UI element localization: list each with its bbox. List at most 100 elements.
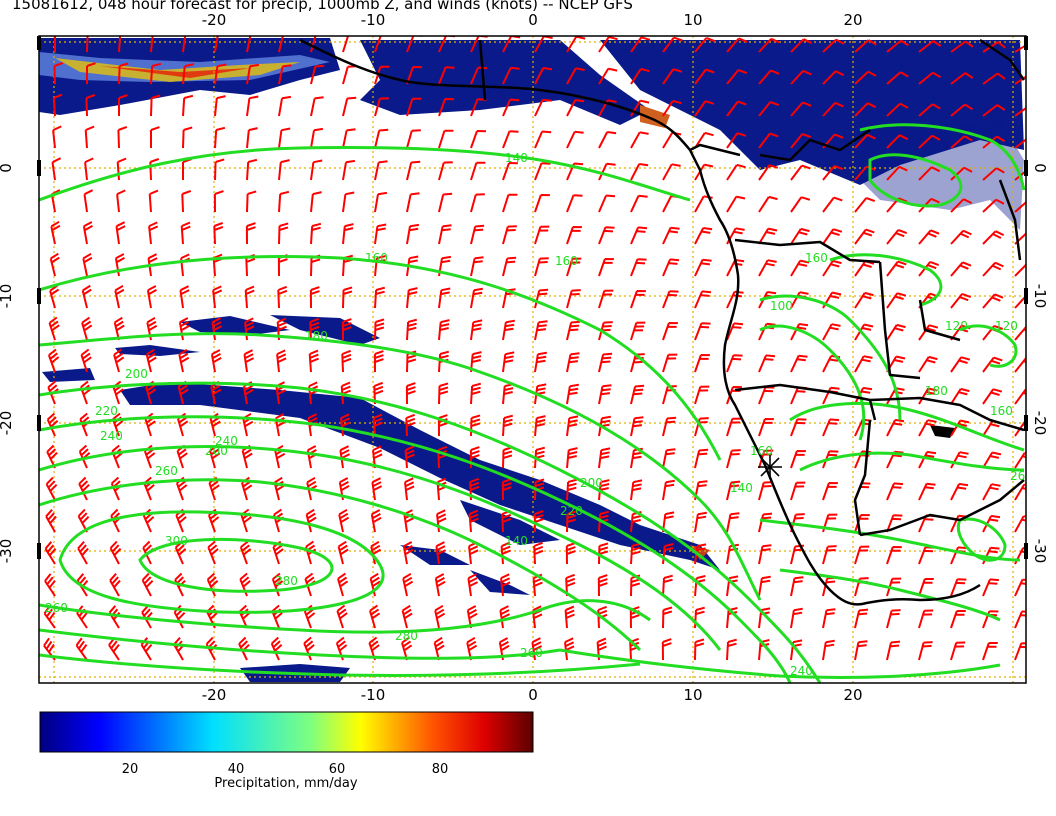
wind-barb [982,388,1003,405]
wind-barb [886,229,908,245]
wind-barb [498,637,510,661]
wind-barb [502,225,517,245]
wind-barb [374,223,387,245]
wind-barb [82,221,93,245]
wind-barb [211,317,223,341]
wind-barb [758,69,780,85]
wind-barb [205,636,218,661]
wind-barb [726,163,746,181]
wind-barb [534,478,545,501]
wind-barb [502,319,515,341]
wind-barb [694,37,716,53]
wind-barb [822,545,837,565]
wind-barb [950,261,972,277]
wind-barb [176,444,188,469]
wind-barb [726,322,744,341]
wind-barb [598,36,618,53]
wind-barb [662,606,673,629]
wind-barb [982,483,1001,501]
wind-barb [85,93,96,117]
wind-barb [207,540,219,565]
wind-barb [276,349,287,373]
wind-barb [629,637,640,661]
wind-barb [246,190,257,213]
contour-label: 200 [205,444,228,458]
wind-barb [694,100,715,117]
wind-barb [173,637,185,661]
wind-barb [661,638,672,661]
wind-barb [758,512,773,533]
wind-barb [886,39,910,53]
wind-barb [306,445,318,469]
wind-barb [918,419,937,437]
wind-barb [950,482,969,501]
wind-barb [630,321,646,341]
wind-barb [369,572,381,597]
wind-barb [822,70,845,85]
wind-barb [630,542,641,565]
wind-barb [438,66,455,85]
wind-barb [566,99,585,117]
wind-barb [246,95,259,117]
wind-barb [81,316,93,341]
wind-barb [982,230,1005,245]
wind-barb [534,415,546,437]
wind-barb [694,511,707,533]
wind-barb [534,257,549,277]
wind-barb [854,102,877,117]
wind-barb [310,222,322,245]
wind-barb [854,70,877,85]
wind-barb [886,292,907,309]
wind-barb [370,509,382,533]
contour-label: 260 [45,601,68,615]
lon-tick-bottom: -20 [201,686,227,704]
coastlines [299,38,1026,606]
wind-barb [433,636,445,661]
wind-barb [564,637,575,661]
wind-barb [790,133,812,149]
wind-barb [1014,169,1026,181]
wind-barb [469,446,480,469]
wind-barb [790,227,810,245]
wind-barb [501,509,512,533]
wind-barb [438,98,455,117]
wind-barb [150,94,161,117]
wind-barb [81,284,92,309]
wind-barb [598,542,609,565]
lon-tick-bottom: -10 [360,686,386,704]
wind-barb [982,135,1006,149]
wind-barb [726,227,745,245]
wind-barb [304,572,316,597]
wind-barb [466,636,478,661]
wind-barb [758,101,780,117]
wind-barb [470,414,481,437]
wind-barb [950,578,967,597]
contour-label: 160 [365,251,388,265]
wind-barb [438,129,454,149]
contour-label: 220 [560,504,583,518]
wind-barb [182,63,194,85]
wind-barb [405,413,416,437]
lon-tick-top: -20 [201,11,227,29]
wind-barb [310,159,323,181]
wind-barb [109,573,121,597]
wind-barb [470,161,486,181]
wind-barb [45,509,57,533]
contour-label: 240 [790,664,813,678]
wind-barb [758,164,779,181]
wind-barb [114,284,125,309]
wind-barb [274,413,286,437]
wind-barb [406,129,421,149]
wind-barb [238,636,250,661]
wind-barb [854,608,869,629]
wind-barb [918,482,936,501]
wind-barb [822,165,844,181]
wind-barb [470,287,483,309]
wind-barb [598,352,613,373]
wind-barb [758,259,777,277]
wind-barb [50,220,61,245]
wind-barb [950,166,973,181]
wind-barb [470,256,484,277]
wind-barb [470,130,487,149]
wind-barb [886,71,909,85]
